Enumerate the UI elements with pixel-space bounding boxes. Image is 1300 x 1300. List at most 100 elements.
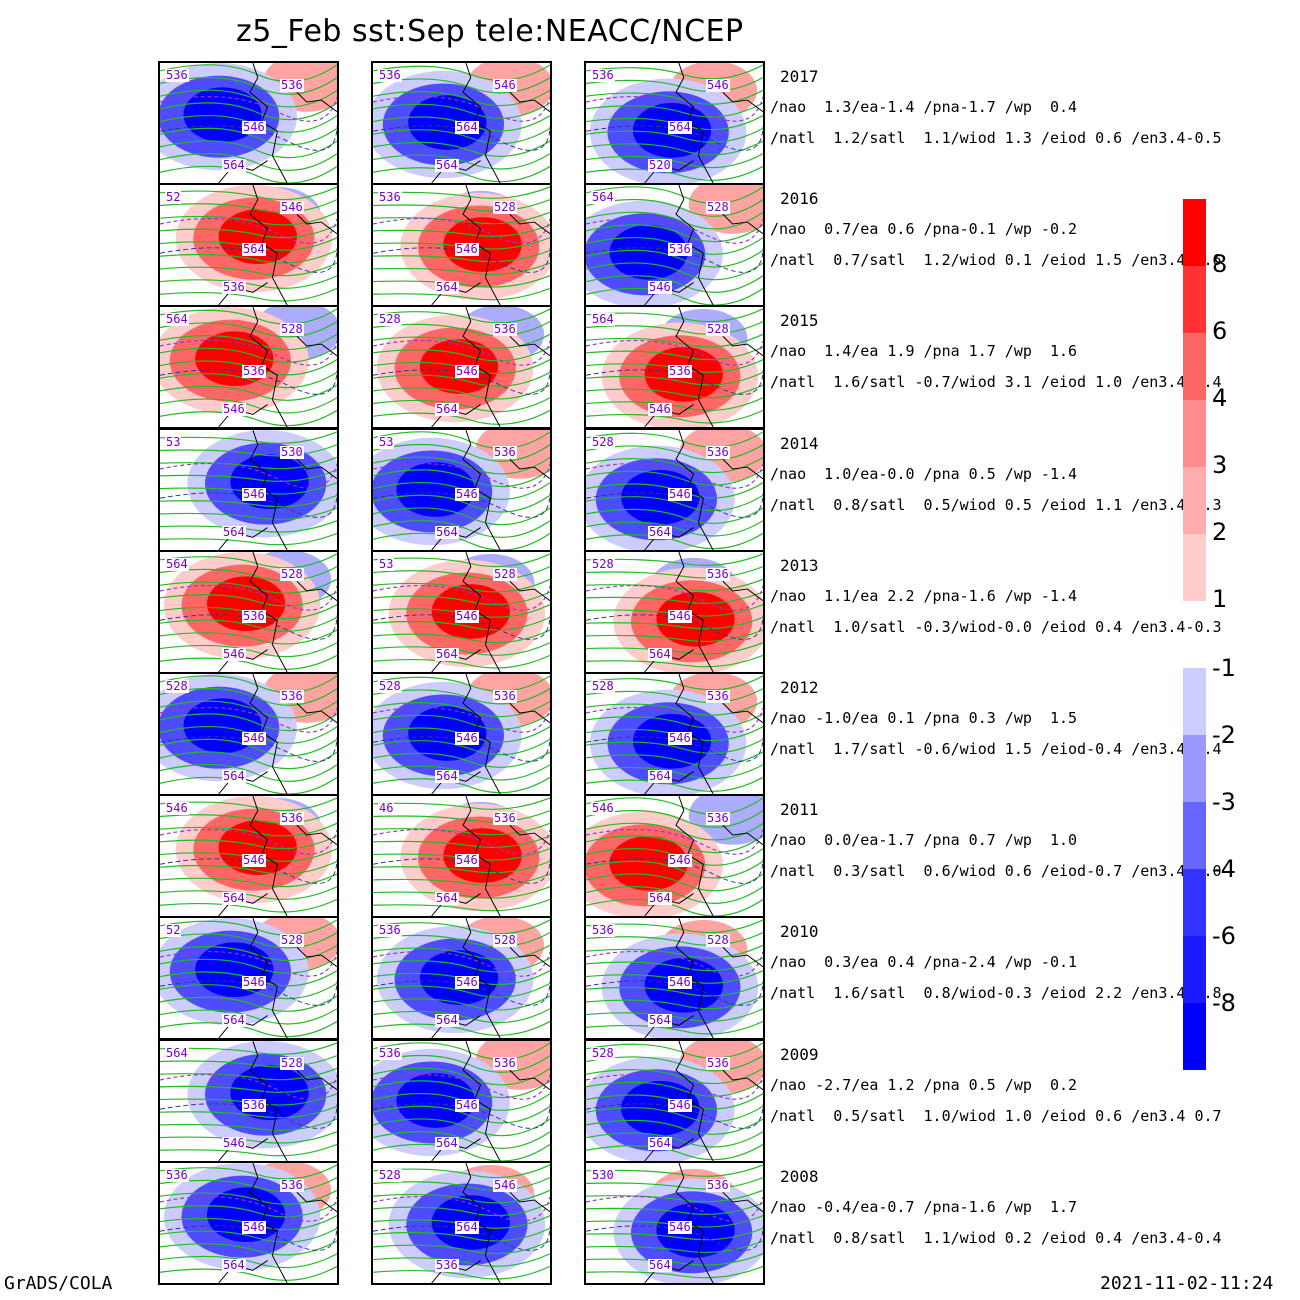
contour-label: 546 (668, 731, 692, 745)
contour-label: 564 (648, 891, 672, 905)
contour-label: 546 (242, 975, 266, 989)
contour-label: 528 (591, 435, 615, 449)
contour-label: 564 (435, 1136, 459, 1150)
contour-label: 546 (455, 731, 479, 745)
index-line-2: /natl 1.2/satl 1.1/wiod 1.3 /eiod 0.6 /e… (770, 129, 1222, 147)
contour-label: 536 (493, 322, 517, 336)
contour-label: 530 (280, 445, 304, 459)
colorbar-swatch (1183, 534, 1206, 601)
map-panel: 536 546 564 528 (584, 1039, 765, 1163)
contour-label: 536 (493, 811, 517, 825)
contour-label: 564 (435, 769, 459, 783)
map-panel: 528 536 546 564 (584, 305, 765, 429)
contour-label: 536 (668, 242, 692, 256)
map-panel: 536 546 564 528 (371, 672, 552, 796)
contour-label: 564 (455, 1220, 479, 1234)
contour-label: 536 (591, 68, 615, 82)
contour-label: 536 (280, 1178, 304, 1192)
colorbar-tick-label: -1 (1212, 654, 1236, 682)
contour-label: 546 (455, 242, 479, 256)
contour-label: 564 (222, 1013, 246, 1027)
index-line-2: /natl 0.8/satl 1.1/wiod 0.2 /eiod 0.4 /e… (770, 1229, 1222, 1247)
index-line-1: /nao 1.0/ea-0.0 /pna 0.5 /wp -1.4 (770, 465, 1078, 483)
contour-label: 564 (242, 242, 266, 256)
contour-label: 546 (493, 78, 517, 92)
map-panel: 546 564 536 52 (158, 183, 339, 307)
contour-label: 546 (242, 487, 266, 501)
contour-label: 564 (591, 190, 615, 204)
contour-label: 546 (280, 200, 304, 214)
contour-label: 546 (668, 1098, 692, 1112)
contour-label: 564 (648, 1013, 672, 1027)
contour-label: 564 (648, 1136, 672, 1150)
index-line-2: /natl 1.7/satl -0.6/wiod 1.5 /eiod-0.4 /… (770, 740, 1222, 758)
contour-label: 564 (435, 1013, 459, 1027)
contour-label: 536 (493, 445, 517, 459)
year-label: 2016 (780, 189, 819, 208)
colorbar-tick-label: -3 (1212, 788, 1236, 816)
contour-label: 564 (435, 891, 459, 905)
contour-label: 546 (242, 120, 266, 134)
contour-label: 536 (493, 1056, 517, 1070)
index-line-2: /natl 1.6/satl -0.7/wiod 3.1 /eiod 1.0 /… (770, 373, 1222, 391)
contour-label: 546 (222, 647, 246, 661)
contour-label: 528 (493, 933, 517, 947)
contour-label: 546 (648, 402, 672, 416)
contour-label: 564 (455, 120, 479, 134)
index-line-2: /natl 0.5/satl 1.0/wiod 1.0 /eiod 0.6 /e… (770, 1107, 1222, 1125)
map-panel: 528 546 564 53 (371, 550, 552, 674)
year-label: 2017 (780, 67, 819, 86)
contour-label: 564 (222, 158, 246, 172)
contour-label: 536 (280, 78, 304, 92)
contour-label: 564 (222, 525, 246, 539)
footer-timestamp: 2021-11-02-11:24 (1100, 1273, 1274, 1294)
contour-label: 546 (455, 975, 479, 989)
contour-label: 528 (280, 933, 304, 947)
index-line-1: /nao 0.0/ea-1.7 /pna 0.7 /wp 1.0 (770, 831, 1078, 849)
map-panel: 546 564 536 528 (371, 1161, 552, 1285)
colorbar-tick-label: -6 (1212, 922, 1236, 950)
index-line-2: /natl 0.8/satl 0.5/wiod 0.5 /eiod 1.1 /e… (770, 496, 1222, 514)
contour-label: 528 (591, 1046, 615, 1060)
contour-label: 546 (668, 1220, 692, 1234)
index-line-1: /nao 1.3/ea-1.4 /pna-1.7 /wp 0.4 (770, 98, 1078, 116)
footer-left: GrADS/COLA (4, 1273, 113, 1294)
index-line-2: /natl 1.6/satl 0.8/wiod-0.3 /eiod 2.2 /e… (770, 984, 1222, 1002)
contour-label: 564 (165, 1046, 189, 1060)
contour-label: 536 (280, 811, 304, 825)
contour-label: 528 (591, 679, 615, 693)
map-panel: 546 564 564 536 (371, 61, 552, 185)
map-panel: 528 546 564 536 (371, 183, 552, 307)
contour-label: 536 (165, 1168, 189, 1182)
contour-label: 564 (222, 891, 246, 905)
contour-label: 564 (648, 525, 672, 539)
colorbar-tick-label: 3 (1212, 451, 1228, 479)
year-label: 2011 (780, 800, 819, 819)
map-panel: 536 546 564 528 (584, 428, 765, 552)
contour-label: 546 (668, 609, 692, 623)
contour-label: 536 (493, 689, 517, 703)
contour-label: 536 (165, 68, 189, 82)
index-line-1: /nao -1.0/ea 0.1 /pna 0.3 /wp 1.5 (770, 709, 1078, 727)
colorbar-tick-label: -2 (1212, 721, 1236, 749)
index-line-1: /nao 0.7/ea 0.6 /pna-0.1 /wp -0.2 (770, 220, 1078, 238)
colorbar-swatch (1183, 735, 1206, 802)
map-panel: 528 536 546 564 (158, 1039, 339, 1163)
colorbar-swatch (1183, 467, 1206, 534)
map-panel: 536 546 564 546 (584, 794, 765, 918)
index-line-2: /natl 1.0/satl -0.3/wiod-0.0 /eiod 0.4 /… (770, 618, 1222, 636)
contour-label: 528 (378, 679, 402, 693)
contour-label: 536 (706, 1178, 730, 1192)
contour-label: 536 (280, 689, 304, 703)
map-panel: 528 536 546 564 (158, 550, 339, 674)
contour-label: 536 (706, 689, 730, 703)
contour-label: 528 (493, 567, 517, 581)
map-panel: 536 546 564 528 (584, 672, 765, 796)
contour-label: 546 (242, 731, 266, 745)
contour-label: 536 (378, 1046, 402, 1060)
year-label: 2008 (780, 1167, 819, 1186)
contour-label: 564 (591, 312, 615, 326)
map-panel: 528 546 564 536 (371, 916, 552, 1040)
colorbar-swatch (1183, 1003, 1206, 1070)
contour-label: 53 (378, 557, 395, 571)
